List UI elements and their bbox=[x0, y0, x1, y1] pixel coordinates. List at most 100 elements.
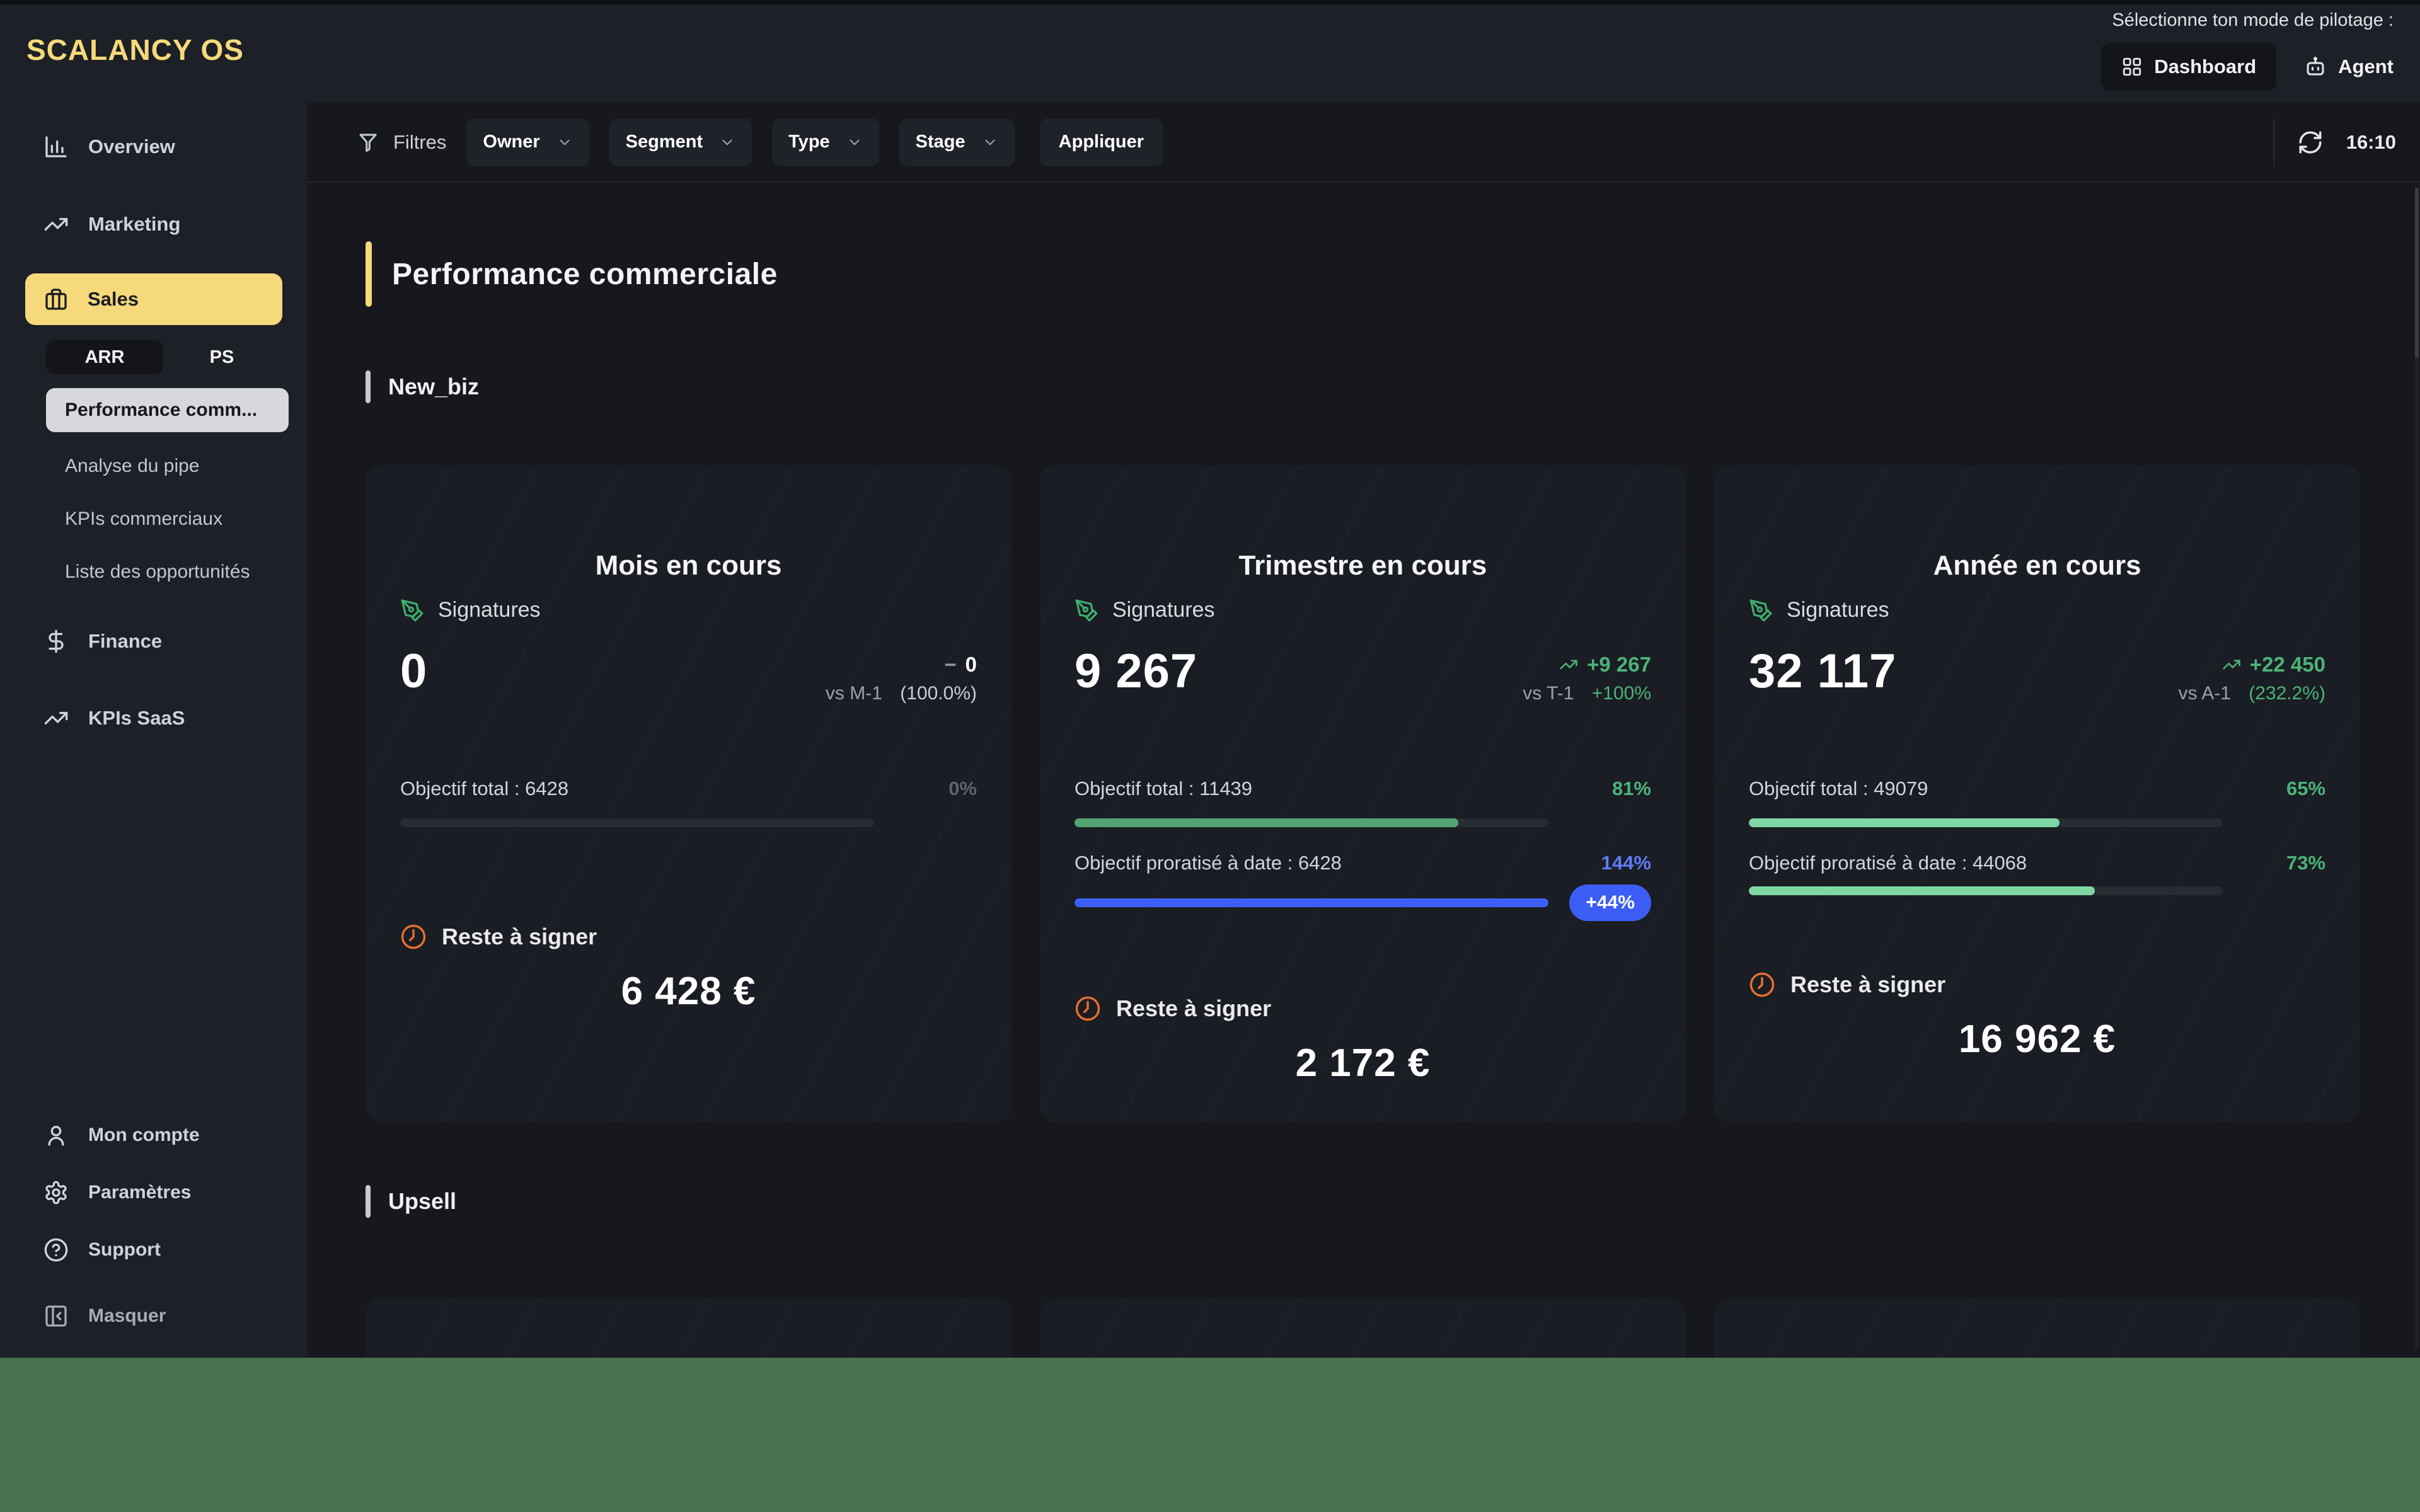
dropdown-label: Owner bbox=[483, 132, 540, 152]
owner-filter-dropdown[interactable]: Owner bbox=[466, 118, 589, 166]
section-accent-bar bbox=[366, 370, 371, 403]
progress-side-zone: +44% bbox=[1548, 885, 1651, 921]
clock-icon bbox=[1749, 971, 1775, 998]
progress-bar-row bbox=[1749, 816, 2325, 829]
page-title: Performance commerciale bbox=[392, 257, 778, 291]
sidebar-bottom-group: Mon compte Paramètres Support Masquer bbox=[0, 1106, 308, 1344]
section-upsell: Upsell bbox=[366, 1185, 2420, 1218]
delta-block: +22 450 vs A-1 (232.2%) bbox=[2179, 653, 2325, 704]
segment-filter-dropdown[interactable]: Segment bbox=[609, 118, 752, 166]
card-title: Année en cours bbox=[1933, 550, 2141, 581]
metric-value: 9 267 bbox=[1075, 644, 1198, 698]
bar-chart-icon bbox=[43, 134, 69, 159]
reste-row: Reste à signer bbox=[400, 924, 977, 950]
metric-label-row: Signatures bbox=[1749, 598, 2325, 622]
apply-filters-button[interactable]: Appliquer bbox=[1039, 118, 1163, 166]
trending-up-icon bbox=[1559, 655, 1578, 674]
main-content: Filtres Owner Segment Type bbox=[308, 103, 2420, 1358]
objective-prorated-row: Objectif proratisé à date : 44068 73% bbox=[1749, 852, 2325, 874]
chevron-down-icon bbox=[556, 134, 573, 151]
sidebar-subitem-analyse-pipe[interactable]: Analyse du pipe bbox=[65, 455, 200, 476]
progress-bar-row bbox=[1075, 816, 1651, 829]
user-icon bbox=[43, 1123, 69, 1148]
dashboard-mode-button[interactable]: Dashboard bbox=[2101, 43, 2277, 91]
briefcase-icon bbox=[43, 287, 69, 312]
sidebar-item-settings[interactable]: Paramètres bbox=[0, 1164, 308, 1221]
section-title: Upsell bbox=[388, 1188, 457, 1214]
dropdown-label: Type bbox=[788, 132, 830, 152]
progress-bar-row bbox=[1749, 885, 2325, 897]
refresh-icon[interactable] bbox=[2297, 129, 2324, 156]
objective-prorated-pct: 73% bbox=[2286, 852, 2325, 874]
vs-value: +100% bbox=[1591, 683, 1651, 704]
section-new-biz: New_biz bbox=[366, 370, 2420, 403]
delta-value: +22 450 bbox=[2249, 653, 2325, 676]
robot-icon bbox=[2304, 55, 2327, 78]
reste-amount: 16 962 € bbox=[1958, 1017, 2116, 1061]
objective-prorated-pct: 144% bbox=[1601, 852, 1651, 874]
objective-total-label: Objectif total : 6428 bbox=[400, 777, 569, 799]
card-title: Mois en cours bbox=[595, 550, 782, 581]
brand-logo: SCALANCY OS bbox=[26, 33, 244, 66]
sidebar: Overview Marketing Sales ARR PS Performa… bbox=[0, 103, 308, 1358]
progress-fill bbox=[1749, 886, 2095, 895]
metric-label: Signatures bbox=[1787, 598, 1889, 622]
sidebar-subitem-liste-opportunites[interactable]: Liste des opportunités bbox=[65, 561, 250, 582]
progress-fill bbox=[1075, 898, 1548, 907]
metric-label-row: Signatures bbox=[1075, 598, 1651, 622]
sidebar-item-label: Support bbox=[88, 1239, 161, 1260]
metric-value: 0 bbox=[400, 644, 428, 698]
sidebar-item-label: Masquer bbox=[88, 1305, 166, 1326]
objective-total-pct: 65% bbox=[2286, 777, 2325, 799]
objective-prorated-label: Objectif proratisé à date : 6428 bbox=[1075, 852, 1342, 874]
tab-ps[interactable]: PS bbox=[209, 346, 234, 367]
delta-block: +9 267 vs T-1 +100% bbox=[1523, 653, 1651, 704]
help-circle-icon bbox=[43, 1237, 69, 1263]
objective-total-row: Objectif total : 49079 65% bbox=[1749, 777, 2325, 800]
sidebar-collapse-button[interactable]: Masquer bbox=[0, 1287, 308, 1344]
top-header: SCALANCY OS Sélectionne ton mode de pilo… bbox=[0, 0, 2420, 103]
sidebar-item-overview[interactable]: Overview bbox=[0, 115, 308, 178]
metric-value: 32 117 bbox=[1749, 644, 1897, 698]
filters-label: Filtres bbox=[393, 130, 447, 153]
sidebar-item-label: Overview bbox=[88, 135, 175, 158]
clock-icon bbox=[1075, 995, 1101, 1022]
agent-mode-button[interactable]: Agent bbox=[2304, 55, 2394, 78]
scrollbar[interactable] bbox=[2415, 188, 2419, 1350]
sidebar-item-label: Marketing bbox=[88, 213, 181, 235]
objective-total-label: Objectif total : 11439 bbox=[1075, 777, 1253, 799]
vs-value: (100.0%) bbox=[900, 683, 977, 704]
sidebar-item-marketing[interactable]: Marketing bbox=[0, 193, 308, 256]
delta-value: +9 267 bbox=[1587, 653, 1651, 676]
upsell-cards-row bbox=[366, 1299, 2420, 1358]
sidebar-subitem-kpis-commerciaux[interactable]: KPIs commerciaux bbox=[65, 508, 223, 529]
trending-up-icon bbox=[43, 212, 69, 237]
kpi-card-year: Année en cours Signatures 32 117 bbox=[1714, 465, 2360, 1122]
sidebar-item-finance[interactable]: Finance bbox=[0, 610, 308, 673]
sidebar-item-support[interactable]: Support bbox=[0, 1221, 308, 1278]
vertical-divider bbox=[2273, 118, 2274, 166]
stage-filter-dropdown[interactable]: Stage bbox=[899, 118, 1015, 166]
objective-total-pct: 0% bbox=[948, 777, 977, 799]
mode-selector: Dashboard Agent bbox=[2101, 43, 2394, 91]
delta-value: 0 bbox=[965, 653, 977, 676]
scrollbar-thumb[interactable] bbox=[2415, 188, 2419, 358]
pen-tool-icon bbox=[1749, 598, 1773, 622]
sidebar-item-sales-active[interactable]: Sales bbox=[25, 273, 282, 325]
agent-mode-label: Agent bbox=[2338, 55, 2394, 77]
type-filter-dropdown[interactable]: Type bbox=[772, 118, 879, 166]
dashboard-content: Performance commerciale New_biz Mois en … bbox=[308, 241, 2420, 1358]
dropdown-label: Stage bbox=[915, 132, 965, 152]
sidebar-item-label: KPIs SaaS bbox=[88, 707, 185, 729]
sidebar-item-account[interactable]: Mon compte bbox=[0, 1106, 308, 1164]
funnel-icon bbox=[357, 131, 379, 154]
vs-label: vs A-1 bbox=[2178, 683, 2231, 704]
dropdown-label: Segment bbox=[625, 132, 703, 152]
metric-label: Signatures bbox=[1112, 598, 1215, 622]
value-row: 9 267 +9 267 vs T-1 +100% bbox=[1075, 644, 1651, 704]
tab-arr[interactable]: ARR bbox=[46, 340, 163, 374]
sidebar-item-kpis-saas[interactable]: KPIs SaaS bbox=[0, 687, 308, 750]
layout-grid-icon bbox=[2121, 56, 2143, 77]
delta-dash: − bbox=[944, 653, 957, 676]
sidebar-subitem-performance-active[interactable]: Performance comm... bbox=[46, 388, 289, 432]
